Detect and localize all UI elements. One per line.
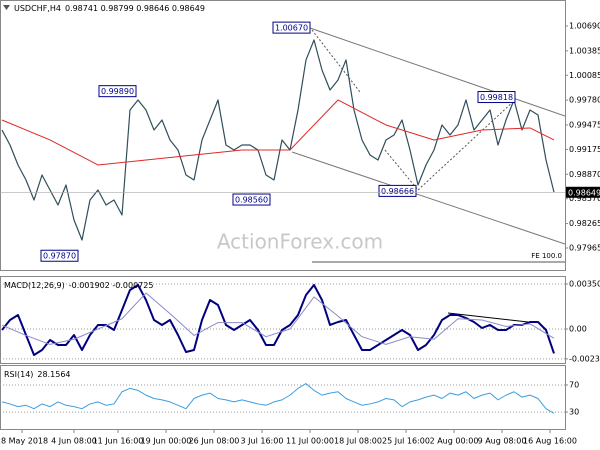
series-line (1, 39, 555, 241)
x-tick-label: 2 Aug 00:00 (430, 437, 479, 446)
y-tick-label: 0.98265 (569, 219, 600, 228)
price-label-box (272, 21, 311, 34)
channel-upper (309, 27, 565, 117)
y-tick-label: 1.00385 (569, 46, 600, 55)
macd-trendline (447, 312, 529, 323)
x-tick-label: 11 Jul 00:00 (286, 437, 334, 446)
price-label-box (232, 193, 271, 206)
price-label-box (477, 91, 516, 104)
x-tick-label: 11 Jun 16:00 (93, 437, 144, 446)
last-price-label: 0.98649 (568, 188, 600, 197)
y-tick-label: 0.99780 (569, 96, 600, 105)
y-tick-label: 0.99475 (569, 120, 600, 129)
y-tick-label: 30 (569, 408, 579, 417)
title: MACD(12,26,9) (4, 281, 65, 290)
price-label: 0.97870 (43, 252, 76, 261)
x-tick-label: 3 Jul 16:00 (241, 437, 284, 446)
macd-panel (0, 276, 566, 364)
x-tick-label: 16 Aug 16:00 (523, 437, 577, 446)
x-tick-label: 18 Jul 08:00 (334, 437, 382, 446)
x-tick-label: 19 Jun 00:00 (141, 437, 192, 446)
series-line (1, 284, 555, 356)
series-line (1, 383, 555, 414)
symbol-arrow (3, 5, 10, 10)
rsi-panel (0, 365, 566, 430)
y-tick-label: 0.003505 (569, 279, 600, 288)
title: USDCHF,H4 (14, 4, 61, 13)
title: RSI(14) (4, 370, 33, 379)
panel-title: USDCHF,H4 0.98741 0.98799 0.98646 0.98649 (14, 4, 205, 13)
x-tick-label: 25 Jul 16:00 (382, 437, 430, 446)
panel-title: MACD(12,26,9) -0.001902 -0.000725 (4, 281, 153, 290)
fib-dash (384, 149, 419, 191)
x-tick-label: 9 Aug 08:00 (478, 437, 527, 446)
price-panel (0, 0, 566, 271)
drawings (291, 27, 565, 263)
fe-label: FE 100.0 (531, 252, 562, 260)
price-label: 0.99818 (480, 93, 513, 102)
panel-title: RSI(14) 28.1564 (4, 370, 71, 379)
subtitle: 0.98741 0.98799 0.98646 0.98649 (65, 4, 205, 13)
subtitle: 28.1564 (37, 370, 70, 379)
y-tick-label: 0.00 (569, 325, 587, 334)
y-tick-label: 0.99175 (569, 145, 600, 154)
x-tick-label: 26 Jun 08:00 (189, 437, 240, 446)
price-label-box (40, 249, 79, 262)
price-label: 0.98560 (235, 196, 268, 205)
y-tick-label: 1.00085 (569, 71, 600, 80)
channel-lower (291, 151, 565, 245)
last-price-box (566, 186, 600, 198)
y-tick-label: 1.00690 (569, 21, 600, 30)
y-tick-label: -0.002328 (569, 354, 600, 363)
series-line (1, 292, 555, 345)
watermark: ActionForex.com (217, 230, 383, 254)
price-label: 1.00670 (275, 24, 308, 33)
price-label: 0.99890 (101, 87, 134, 96)
x-tick-label: 28 May 2018 (0, 437, 48, 446)
data-layer: 1.00690 1.00385 1.00085 0.99780 0.99475 0.991… (0, 4, 600, 446)
y-tick-label: 0.97965 (569, 244, 600, 253)
y-tick-label: 70 (569, 380, 579, 389)
x-tick-label: 4 Jun 08:00 (51, 437, 97, 446)
fib-dash (311, 29, 361, 93)
subtitle: -0.001902 -0.000725 (69, 281, 154, 290)
series-line (1, 99, 555, 166)
price-label-box (378, 184, 417, 197)
y-tick-label: 0.98570 (569, 194, 600, 203)
price-label: 0.98666 (381, 187, 414, 196)
price-label-box (98, 85, 137, 98)
y-tick-label: 0.98870 (569, 170, 600, 179)
